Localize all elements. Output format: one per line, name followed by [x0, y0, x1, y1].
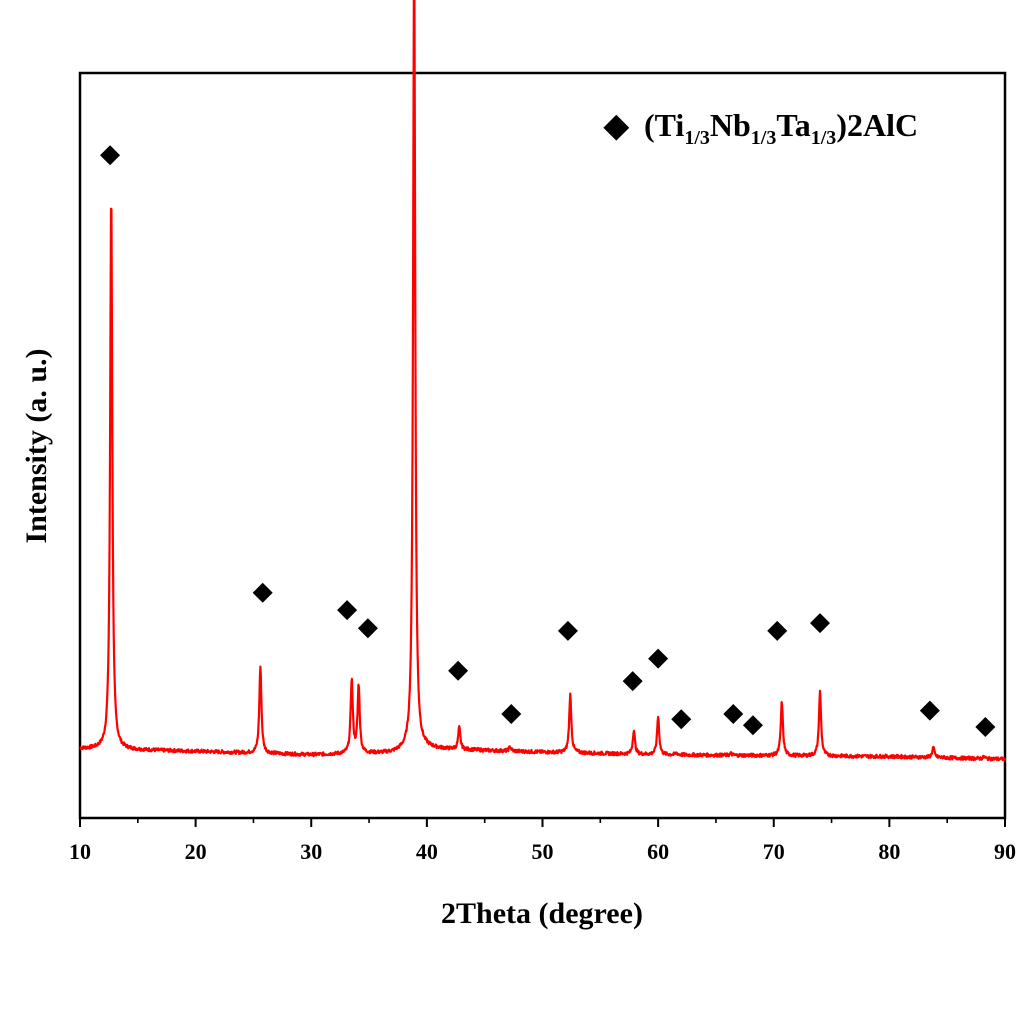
peak-marker-diamond-icon — [357, 618, 378, 639]
legend-text-part: (Ti — [644, 107, 684, 143]
y-axis-title: Intensity (a. u.) — [20, 348, 53, 543]
plot-area: 10 20 30 40 50 60 70 80 90 — [69, 0, 1016, 864]
legend-label: (Ti1/3Nb1/3Ta1/3)2AlC — [644, 107, 918, 149]
legend-text-part: )2AlC — [836, 107, 918, 143]
peak-marker-diamond-icon — [723, 704, 744, 725]
x-tick-label: 70 — [763, 839, 785, 864]
peak-marker-diamond-icon — [557, 620, 578, 641]
x-tick-label: 50 — [532, 839, 554, 864]
peak-marker-diamond-icon — [742, 715, 763, 736]
x-tick-label: 30 — [300, 839, 322, 864]
x-tick-label: 10 — [69, 839, 91, 864]
xrd-pattern-line — [79, 0, 1007, 762]
x-tick-label: 90 — [994, 839, 1016, 864]
peak-marker-diamond-icon — [100, 145, 121, 166]
peak-marker-diamond-icon — [975, 717, 996, 738]
legend-diamond-icon: ◆ — [603, 107, 630, 143]
legend-text-part: Ta — [776, 107, 810, 143]
peak-marker-diamond-icon — [767, 620, 788, 641]
peak-marker-diamond-icon — [648, 648, 669, 669]
legend-subscript: 1/3 — [811, 127, 837, 149]
legend-subscript: 1/3 — [751, 127, 777, 149]
peak-marker-diamond-icon — [448, 660, 469, 681]
peak-marker-diamond-icon — [810, 613, 830, 634]
x-axis-ticks — [79, 818, 1006, 827]
x-tick-label: 60 — [647, 839, 669, 864]
legend: ◆ (Ti1/3Nb1/3Ta1/3)2AlC — [603, 107, 918, 149]
x-tick-label: 40 — [416, 839, 438, 864]
peak-marker-diamond-icon — [671, 709, 692, 730]
legend-text-part: Nb — [710, 107, 751, 143]
peak-marker-diamond-icon — [252, 582, 273, 603]
peak-marker-diamond-icon — [919, 700, 940, 721]
x-axis-tick-labels: 10 20 30 40 50 60 70 80 90 — [69, 839, 1016, 864]
x-tick-label: 80 — [878, 839, 900, 864]
peak-markers — [100, 145, 996, 738]
x-axis-title: 2Theta (degree) — [441, 897, 643, 930]
plot-frame — [78, 71, 1007, 820]
peak-marker-diamond-icon — [337, 600, 358, 621]
peak-marker-diamond-icon — [622, 671, 643, 692]
x-tick-label: 20 — [185, 839, 207, 864]
peak-marker-diamond-icon — [501, 704, 522, 725]
legend-subscript: 1/3 — [684, 127, 710, 149]
